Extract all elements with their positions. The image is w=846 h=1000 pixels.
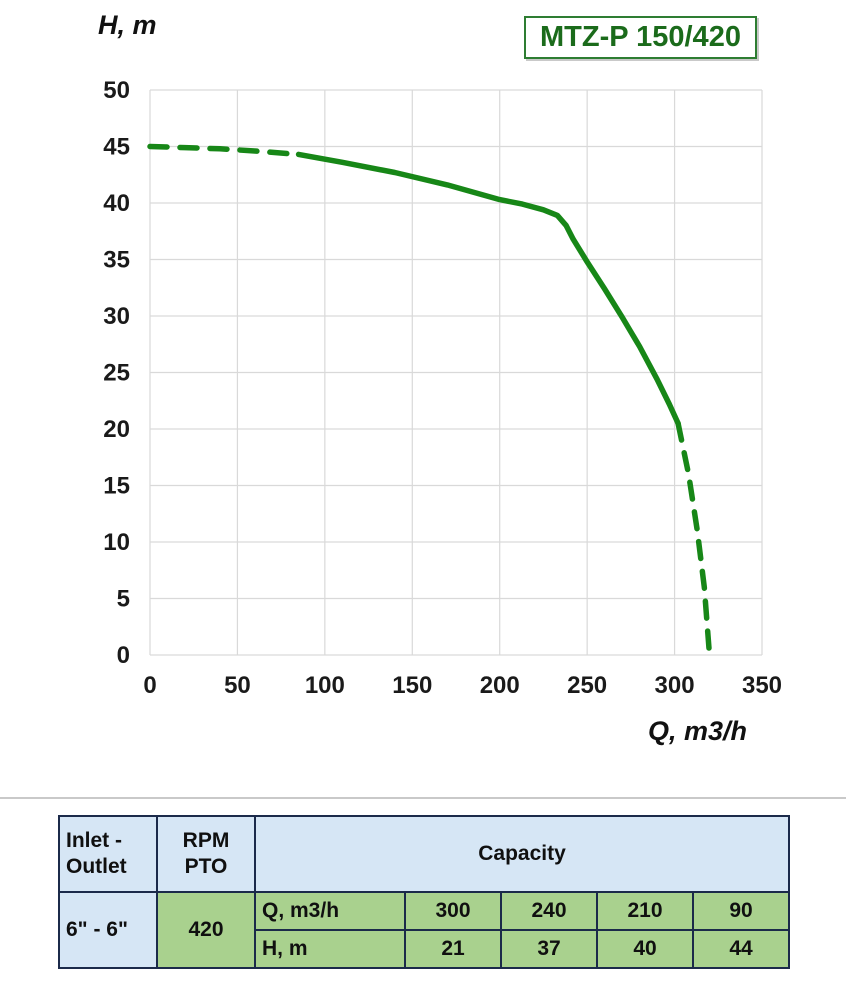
y-tick-label: 40 <box>103 190 130 217</box>
x-tick-label: 300 <box>655 672 695 699</box>
h-value-4: 44 <box>691 929 791 969</box>
y-tick-label: 25 <box>103 360 130 387</box>
rpm-pto-header: RPM PTO <box>156 815 256 893</box>
capacity-header: Capacity <box>253 815 791 893</box>
x-axis-label: Q, m3/h <box>648 716 748 746</box>
y-tick-label: 10 <box>103 529 130 556</box>
table-row-q: 6" - 6" 420 Q, m3/h 300 240 210 90 <box>58 891 791 969</box>
x-tick-label: 250 <box>567 672 607 699</box>
h-row-label: H, m <box>254 929 406 969</box>
y-tick-label: 0 <box>117 642 130 669</box>
head-curve-solid <box>295 151 681 427</box>
section-divider <box>0 797 846 799</box>
x-tick-label: 100 <box>305 672 345 699</box>
inlet-outlet-header: Inlet - Outlet <box>58 815 158 893</box>
y-tick-label: 30 <box>103 303 130 330</box>
x-tick-label: 350 <box>742 672 782 699</box>
head-curve-dashed-end <box>675 420 713 658</box>
rpm-header-line2: PTO <box>184 855 228 878</box>
inlet-outlet-value: 6" - 6" <box>58 891 158 969</box>
table-row-h: H, m 21 37 40 44 <box>59 929 791 969</box>
inlet-header-line2: Outlet <box>66 855 127 878</box>
h-value-2: 37 <box>500 929 598 969</box>
y-tick-label: 50 <box>103 77 130 104</box>
y-tick-label: 35 <box>103 247 130 274</box>
chart-title-box: MTZ-P 150/420 <box>524 16 757 59</box>
y-axis-label: H, m <box>98 10 157 40</box>
y-tick-label: 20 <box>103 416 130 443</box>
y-tick-label: 5 <box>117 586 130 613</box>
head-curve-dashed-start <box>147 143 302 158</box>
inlet-header-line1: Inlet - <box>66 828 122 852</box>
rpm-header-line1: RPM <box>182 828 230 852</box>
x-tick-label: 50 <box>224 672 251 699</box>
q-value-4: 90 <box>691 891 791 931</box>
q-value-1: 300 <box>404 891 502 931</box>
h-value-1: 21 <box>404 929 502 969</box>
x-tick-label: 150 <box>392 672 432 699</box>
table-header-row: Inlet - Outlet RPM PTO Capacity <box>58 815 791 893</box>
spec-table: Inlet - Outlet RPM PTO Capacity 6" - 6" … <box>58 815 791 969</box>
pump-curve-chart: 0 50 100 150 200 250 300 350 0 5 10 15 20 25 30 35 40 45 5… <box>103 77 782 699</box>
rpm-value: 420 <box>156 891 256 969</box>
x-tick-label: 200 <box>480 672 520 699</box>
q-value-2: 240 <box>500 891 598 931</box>
y-tick-label: 15 <box>103 473 130 500</box>
x-tick-label: 0 <box>143 672 156 699</box>
q-value-3: 210 <box>596 891 694 931</box>
h-value-3: 40 <box>596 929 694 969</box>
y-tick-label: 45 <box>103 134 130 161</box>
q-row-label: Q, m3/h <box>254 891 406 931</box>
